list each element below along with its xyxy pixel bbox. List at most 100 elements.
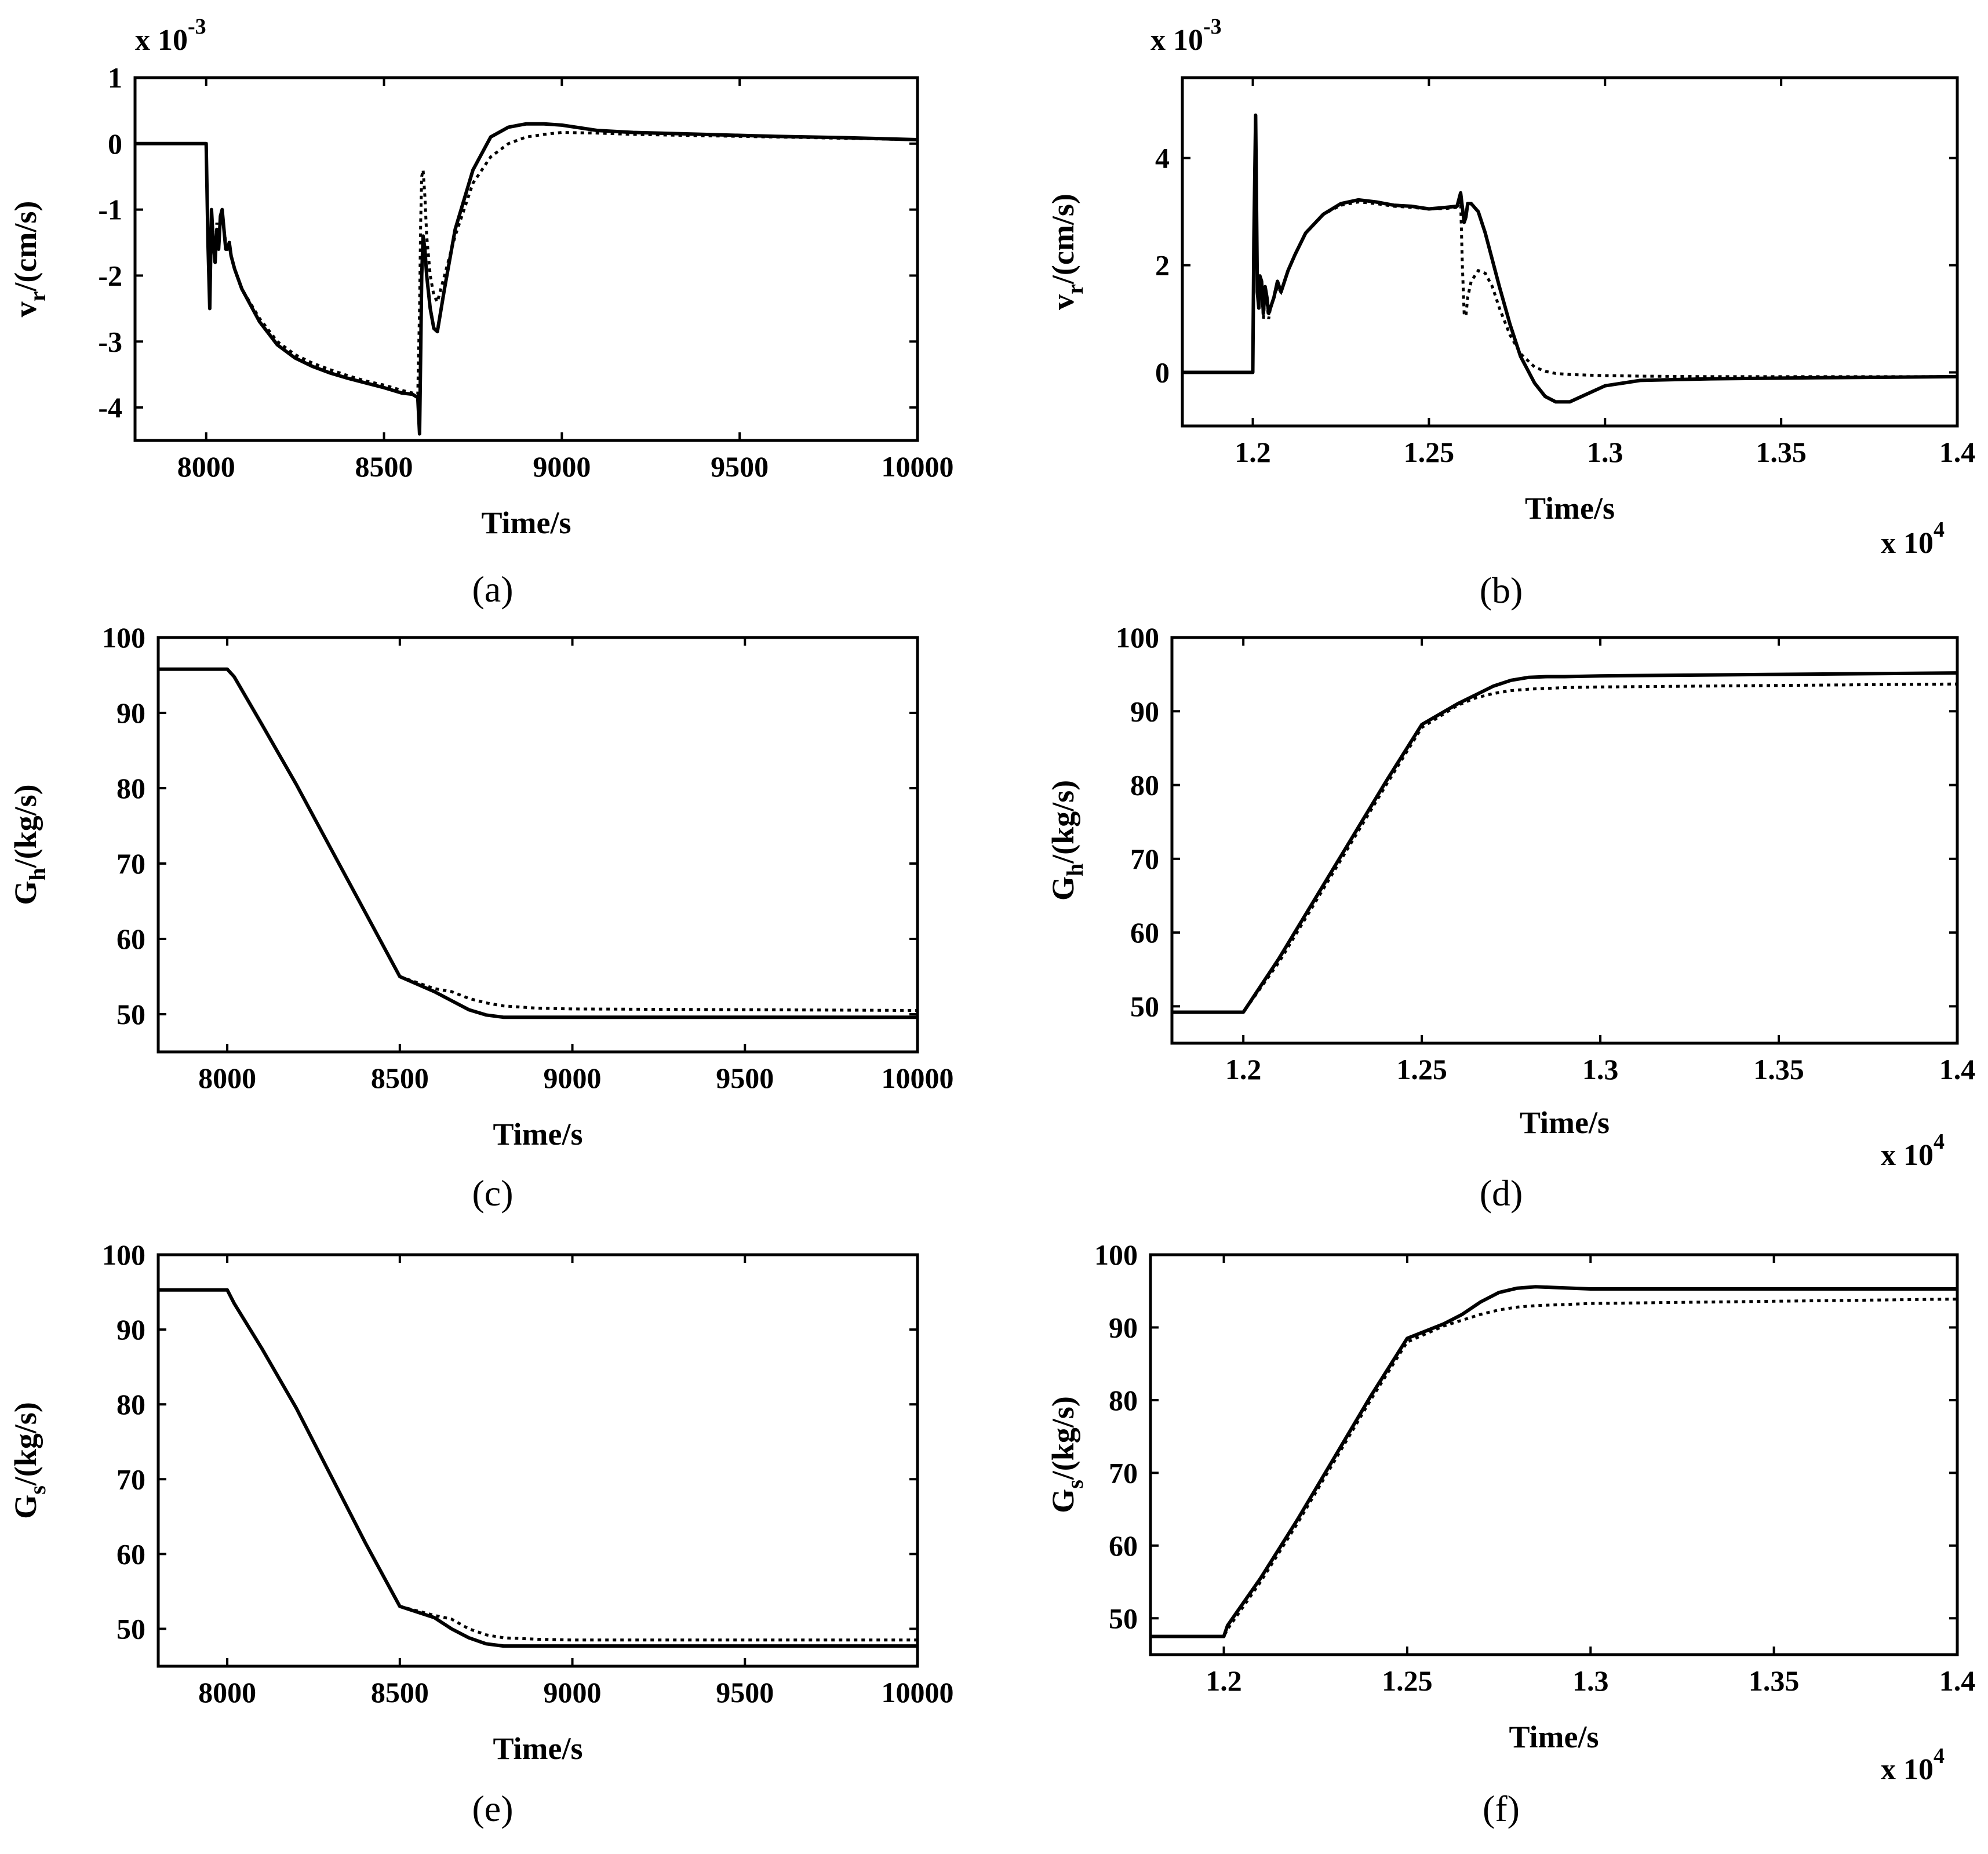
series-solid-line	[158, 1288, 917, 1648]
y-axis-label-main: v	[8, 301, 43, 317]
y-axis-label-unit: /(kg/s)	[1046, 1396, 1080, 1480]
x-tick-label: 9500	[711, 450, 769, 483]
x-tick-label: 8500	[355, 450, 413, 483]
panel-e: 8000 8500 9000 9500 10000 50 60 70 80 90 100 Time/s…	[8, 1239, 954, 1829]
y-tick-label: 90	[1130, 695, 1159, 727]
y-axis-label-subscript: h	[24, 868, 50, 880]
x-tick-label: 1.35	[1753, 1053, 1804, 1086]
series-solid-line	[158, 667, 917, 1019]
plot-frame	[1170, 636, 1959, 1045]
panel-caption: (f)	[1483, 1788, 1520, 1829]
x-axis-label: Time/s	[493, 1117, 582, 1152]
panel-caption: (b)	[1480, 570, 1523, 611]
y-tick-label: 2	[1155, 249, 1170, 282]
y-axis-label: Gh/(kg/s)	[8, 784, 50, 905]
y-exponent-base: x 10	[1150, 24, 1203, 57]
x-tick-label: 1.2	[1206, 1664, 1242, 1697]
series-solid-line	[1182, 113, 1958, 404]
x-exponent-power: 4	[1934, 1130, 1945, 1154]
y-tick-label: -1	[98, 194, 122, 226]
x-axis-label: Time/s	[1520, 1105, 1610, 1140]
y-tick-label: -2	[98, 259, 122, 292]
x-axis-label: Time/s	[1509, 1720, 1599, 1754]
x-tick-label: 10000	[882, 1676, 954, 1709]
x-tick-label: 1.3	[1587, 436, 1623, 468]
x-tick-label: 9500	[716, 1062, 774, 1094]
series-solid-line	[135, 122, 918, 436]
y-axis-label-unit: /(kg/s)	[8, 784, 43, 868]
x-tick-label: 8500	[371, 1062, 429, 1094]
x-exponent-label: x 104	[1881, 1130, 1945, 1172]
y-axis-label-main: v	[1046, 294, 1080, 310]
y-tick-label: 90	[1109, 1311, 1138, 1343]
series-dotted-line	[1150, 1298, 1958, 1638]
plot-frame	[156, 1253, 919, 1668]
y-axis-label-main: G	[8, 1495, 43, 1519]
x-tick-label: 8000	[198, 1062, 256, 1094]
x-tick-label: 1.4	[1939, 1664, 1976, 1697]
plot-frame	[1181, 76, 1959, 428]
x-tick-label: 1.4	[1939, 436, 1976, 468]
y-tick-label: 50	[116, 1612, 145, 1645]
y-exponent-power: -3	[188, 14, 206, 39]
panel-caption: (d)	[1480, 1172, 1523, 1214]
y-tick-label: 80	[116, 772, 145, 804]
x-exponent-power: 4	[1934, 518, 1945, 542]
y-axis-label-unit: /(kg/s)	[1046, 780, 1080, 864]
y-axis-label: Gh/(kg/s)	[1046, 780, 1088, 901]
panel-caption: (e)	[472, 1788, 513, 1829]
y-axis-label-unit: /(kg/s)	[8, 1402, 43, 1486]
y-tick-label: 100	[1094, 1239, 1138, 1271]
x-tick-label: 9000	[533, 450, 591, 483]
series-solid-line	[1172, 671, 1958, 1014]
y-axis-label-subscript: r	[1062, 284, 1088, 294]
panel-d: 1.2 1.25 1.3 1.35 1.4 50 60 70 80 90 100 Time/s Gh/(…	[1046, 621, 1975, 1214]
y-tick-label: 100	[102, 1239, 145, 1271]
y-axis-label-unit: /(cm/s)	[1046, 194, 1080, 285]
y-axis-label-subscript: h	[1062, 864, 1088, 876]
y-tick-label: 100	[1116, 621, 1159, 654]
x-tick-label: 1.35	[1749, 1664, 1800, 1697]
panel-caption: (a)	[472, 569, 513, 610]
y-tick-label: 60	[1130, 916, 1159, 949]
y-axis-label-main: G	[1046, 1489, 1080, 1513]
y-tick-label: 80	[1130, 769, 1159, 802]
panel-a: 8000 8500 9000 9500 10000 -4 -3 -2 -1 0 1 Time/s vr/…	[8, 14, 954, 610]
y-tick-label: 60	[116, 923, 145, 955]
x-exponent-base: x 10	[1881, 1753, 1934, 1786]
series-dotted-line	[158, 668, 918, 1012]
y-exponent-base: x 10	[135, 24, 188, 57]
y-tick-label: 90	[116, 1313, 145, 1346]
series-dotted-line	[158, 1288, 917, 1642]
x-exponent-power: 4	[1934, 1744, 1945, 1768]
x-tick-label: 1.35	[1756, 436, 1807, 468]
x-tick-label: 1.2	[1225, 1053, 1262, 1086]
x-tick-label: 10000	[882, 450, 954, 483]
y-tick-label: 70	[1109, 1456, 1138, 1489]
series-dotted-line	[1172, 682, 1958, 1014]
x-tick-label: 9000	[544, 1062, 602, 1094]
panel-caption: (c)	[472, 1172, 513, 1214]
panel-c: 8000 8500 9000 9500 10000 50 60 70 80 90 100 Time/s…	[8, 621, 954, 1214]
y-axis-label-subscript: s	[1062, 1480, 1088, 1489]
y-axis-label-unit: /(cm/s)	[8, 201, 43, 292]
x-tick-label: 1.3	[1582, 1053, 1619, 1086]
series-dotted-line	[1182, 136, 1957, 378]
x-tick-label: 1.25	[1404, 436, 1455, 468]
y-tick-label: 50	[116, 998, 145, 1030]
y-axis-label-main: G	[8, 881, 43, 905]
x-exponent-base: x 10	[1881, 527, 1934, 560]
x-axis-label: Time/s	[493, 1731, 582, 1766]
y-tick-label: 70	[116, 847, 145, 880]
x-exponent-base: x 10	[1881, 1139, 1934, 1172]
x-tick-label: 1.4	[1939, 1053, 1976, 1086]
plot-frame	[156, 636, 919, 1054]
y-axis-label-subscript: s	[24, 1485, 50, 1495]
y-exponent-label: x 10-3	[135, 14, 206, 57]
x-exponent-label: x 104	[1881, 518, 1945, 560]
y-tick-label: 100	[102, 621, 145, 654]
x-tick-label: 8500	[371, 1676, 429, 1709]
x-exponent-label: x 104	[1881, 1744, 1945, 1786]
y-tick-label: 50	[1130, 990, 1159, 1022]
